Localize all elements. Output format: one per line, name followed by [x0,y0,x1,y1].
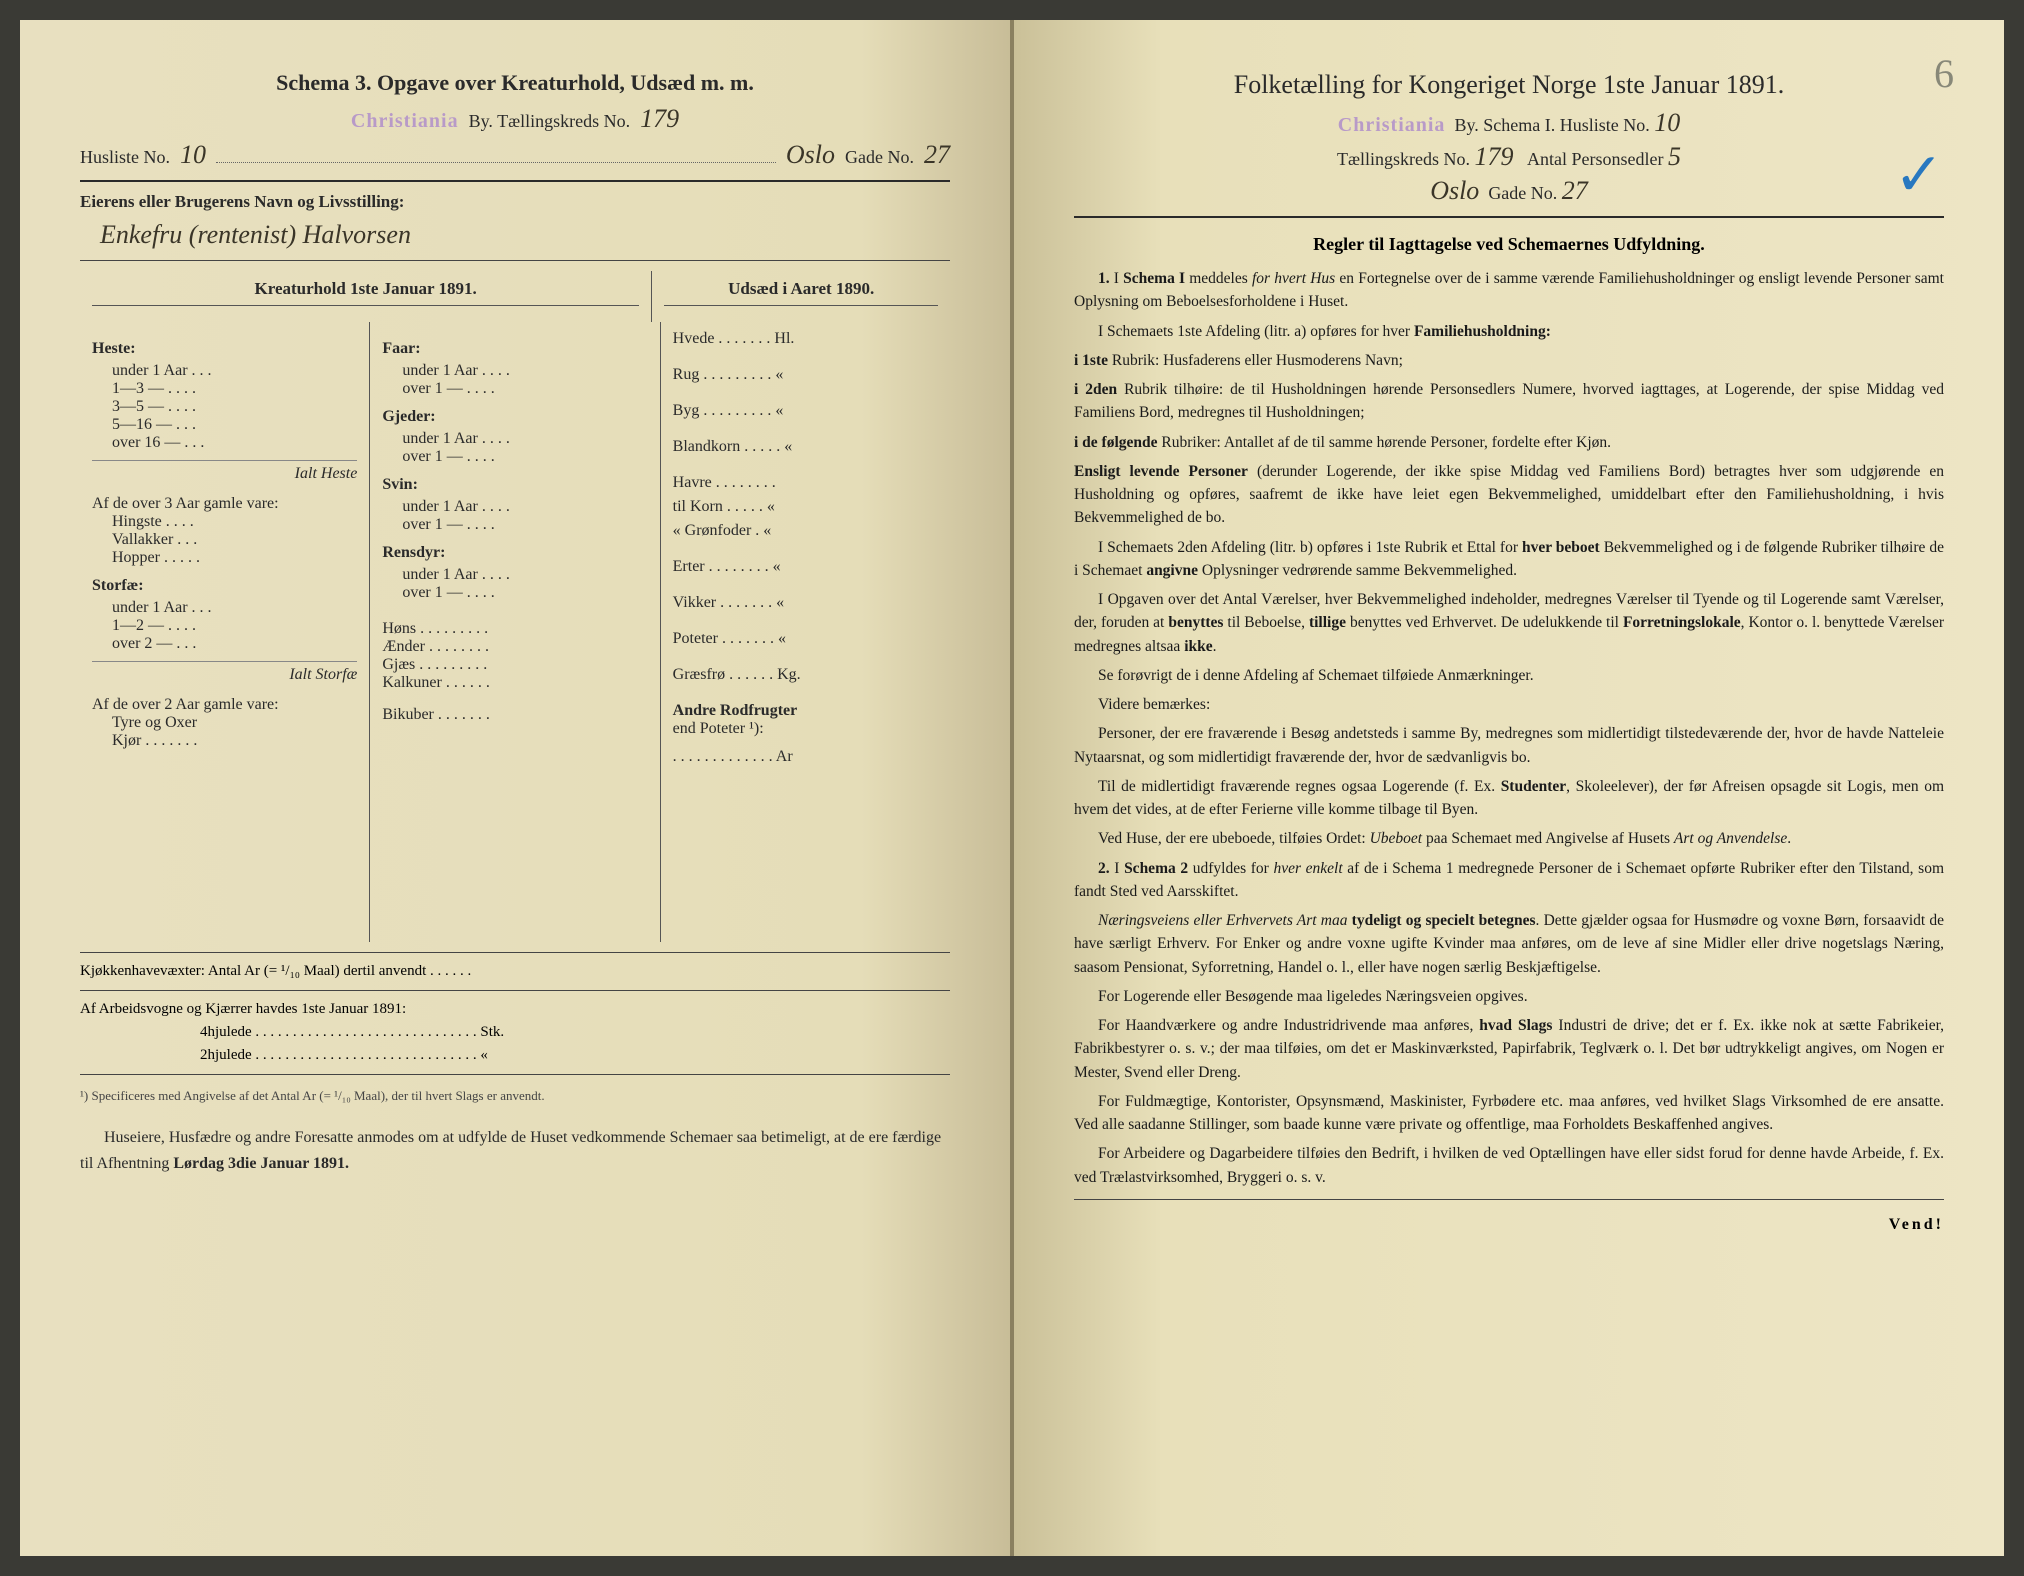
table-headers: Kreaturhold 1ste Januar 1891. Udsæd i Aa… [80,271,950,322]
arbeidsvogne-line: Af Arbeidsvogne og Kjærrer havdes 1ste J… [80,1001,950,1018]
owner-label: Eierens eller Brugerens Navn og Livsstil… [80,192,950,212]
kreds-no-right: 179 [1475,142,1514,171]
col-faar-etc: Faar: under 1 Aar . . . . over 1 — . . .… [369,322,659,942]
rules-title: Regler til Iagttagelse ved Schemaernes U… [1074,234,1944,255]
line-kreds: Christiania By. Tællingskreds No. 179 [80,104,950,134]
right-page: 6 ✓ Folketælling for Kongeriget Norge 1s… [1012,20,2004,1556]
owner-value: Enkefru (rentenist) Halvorsen [100,220,950,250]
kreds-no: 179 [640,104,679,134]
census-title: Folketælling for Kongeriget Norge 1ste J… [1074,70,1944,100]
data-columns: Heste: under 1 Aar . . . 1—3 — . . . . 3… [80,322,950,942]
vend-label: Vend! [1074,1216,1944,1234]
check-mark: ✓ [1894,140,1944,210]
schema-title: Schema 3. Opgave over Kreaturhold, Udsæd… [80,70,950,96]
schema-line: Christiania By. Schema I. Husliste No. 1… [1074,108,1944,138]
left-page: Schema 3. Opgave over Kreaturhold, Udsæd… [20,20,1012,1556]
line-husliste: Husliste No. 10 Oslo Gade No. 27 [80,140,950,170]
street-name: Oslo [786,140,835,170]
col-udsaed: Hvede . . . . . . . Hl. Rug . . . . . . … [660,322,950,942]
city-stamp-right: Christiania [1338,114,1446,136]
page-number: 6 [1934,50,1954,97]
husliste-no: 10 [180,140,206,170]
rules-body: 1. I Schema I meddeles for hvert Hus en … [1074,267,1944,1189]
kjokken-line: Kjøkkenhavevæxter: Antal Ar (= ¹/₁₀ Maal… [80,963,950,980]
gade-no-right: 27 [1562,176,1588,205]
kreds-line: Tællingskreds No. 179 Antal Personsedler… [1074,142,1944,172]
gade-line: Oslo Gade No. 27 [1074,176,1944,206]
husliste-no-right: 10 [1654,108,1680,137]
street-right: Oslo [1430,176,1479,205]
footnote: ¹) Specificeres med Angivelse af det Ant… [80,1087,950,1105]
city-stamp-left: Christiania [351,110,459,133]
document-spread: Schema 3. Opgave over Kreaturhold, Udsæd… [20,20,2004,1556]
bottom-note: Huseiere, Husfædre og andre Foresatte an… [80,1125,950,1176]
col-heste-storfae: Heste: under 1 Aar . . . 1—3 — . . . . 3… [80,322,369,942]
antal-no: 5 [1668,142,1681,171]
gade-no: 27 [924,140,950,170]
